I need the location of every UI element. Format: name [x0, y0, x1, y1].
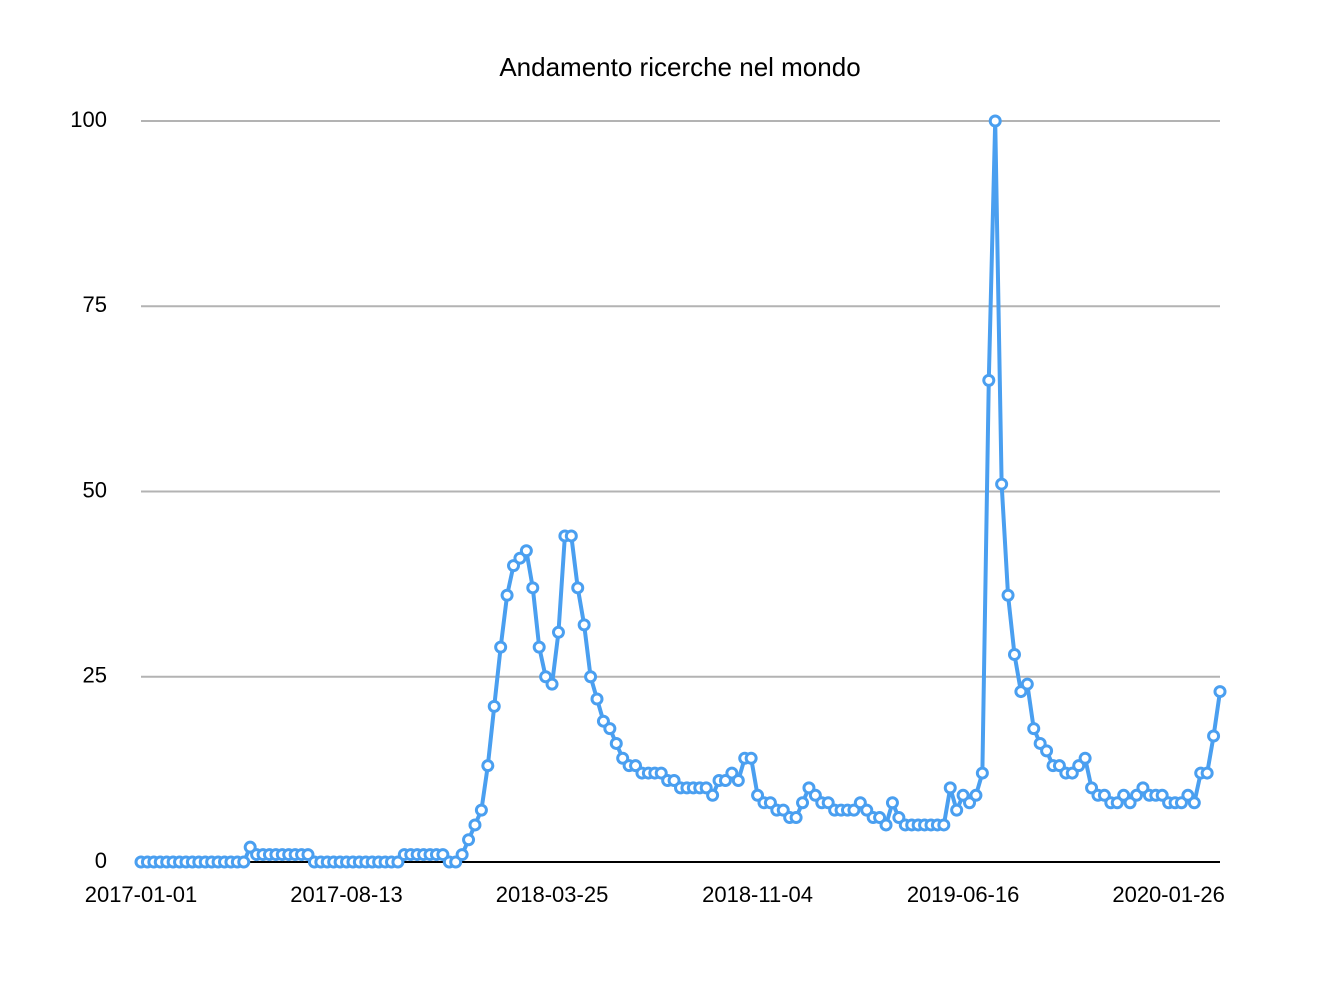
data-point	[590, 692, 604, 706]
data-point	[609, 736, 623, 750]
data-point	[1027, 722, 1041, 736]
data-point	[571, 581, 585, 595]
data-point	[1001, 588, 1015, 602]
data-point	[975, 766, 989, 780]
x-tick-label: 2017-01-01	[85, 882, 198, 907]
data-point	[885, 796, 899, 810]
data-point	[468, 818, 482, 832]
data-point	[519, 544, 533, 558]
data-point	[603, 722, 617, 736]
data-point	[950, 803, 964, 817]
data-point	[879, 818, 893, 832]
data-point	[487, 699, 501, 713]
data-point	[731, 773, 745, 787]
data-point	[937, 818, 951, 832]
data-point	[1213, 685, 1227, 699]
data-point	[706, 788, 720, 802]
data-point	[500, 588, 514, 602]
chart-title: Andamento ricerche nel mondo	[499, 52, 860, 82]
data-point	[1187, 796, 1201, 810]
y-tick-label: 100	[70, 107, 107, 132]
data-point	[494, 640, 508, 654]
data-point	[1200, 766, 1214, 780]
data-point	[564, 529, 578, 543]
data-point	[545, 677, 559, 691]
data-point	[474, 803, 488, 817]
data-point	[789, 811, 803, 825]
y-tick-label: 75	[83, 292, 107, 317]
data-point	[526, 581, 540, 595]
y-tick-label: 25	[83, 663, 107, 688]
data-point	[988, 114, 1002, 128]
data-point	[532, 640, 546, 654]
data-point	[1007, 648, 1021, 662]
y-tick-label: 0	[95, 848, 107, 873]
x-tick-label: 2017-08-13	[290, 882, 403, 907]
data-point	[1078, 751, 1092, 765]
x-tick-label: 2020-01-26	[1112, 882, 1225, 907]
data-point	[1040, 744, 1054, 758]
y-tick-label: 50	[83, 477, 107, 502]
data-point	[1020, 677, 1034, 691]
data-point	[1207, 729, 1221, 743]
data-point	[462, 833, 476, 847]
data-point	[481, 759, 495, 773]
data-point	[551, 625, 565, 639]
data-point	[982, 373, 996, 387]
data-point	[744, 751, 758, 765]
data-point	[577, 618, 591, 632]
data-point	[584, 670, 598, 684]
x-tick-label: 2018-11-04	[702, 882, 813, 907]
x-tick-label: 2018-03-25	[496, 882, 609, 907]
data-point	[455, 848, 469, 862]
data-point	[943, 781, 957, 795]
data-point	[796, 796, 810, 810]
x-tick-label: 2019-06-16	[907, 882, 1020, 907]
data-point	[237, 855, 251, 869]
data-point	[995, 477, 1009, 491]
data-point	[969, 788, 983, 802]
